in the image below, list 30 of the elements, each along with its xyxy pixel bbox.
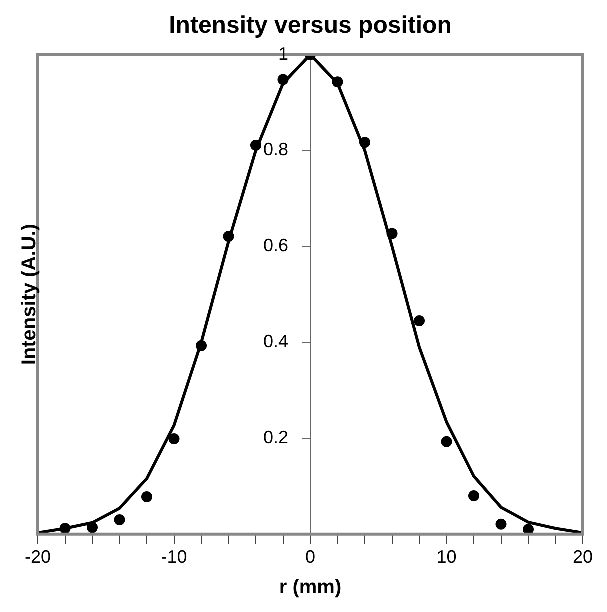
- point: [196, 340, 207, 352]
- x-axis-title: r (mm): [279, 576, 342, 599]
- y-tick-label: 1: [278, 44, 288, 64]
- y-tick-label: 0.2: [263, 427, 288, 448]
- y-tick-label: 0.8: [263, 140, 288, 160]
- x-tick-label: 10: [436, 547, 457, 568]
- point: [414, 315, 425, 326]
- point: [60, 523, 71, 534]
- y-tick-label: 0.4: [263, 332, 288, 352]
- point: [250, 140, 262, 151]
- point: [87, 522, 98, 534]
- point: [386, 228, 398, 240]
- point: [278, 74, 289, 86]
- point: [168, 433, 180, 444]
- x-tick-label: 20: [572, 547, 594, 568]
- point: [223, 231, 234, 242]
- y-axis-title: Intensity (A.U.): [18, 224, 41, 366]
- point: [523, 524, 534, 534]
- point: [441, 436, 452, 448]
- point: [496, 518, 507, 530]
- point: [360, 137, 370, 148]
- point: [332, 76, 344, 88]
- x-tick-label: 0: [305, 547, 316, 568]
- x-tick-label: -10: [161, 547, 188, 568]
- chart-title: Intensity versus position: [169, 12, 452, 40]
- point: [114, 514, 126, 526]
- point: [468, 490, 480, 502]
- y-tick-label: 0.6: [263, 236, 288, 256]
- x-tick-label: -20: [24, 547, 52, 568]
- point: [142, 491, 152, 502]
